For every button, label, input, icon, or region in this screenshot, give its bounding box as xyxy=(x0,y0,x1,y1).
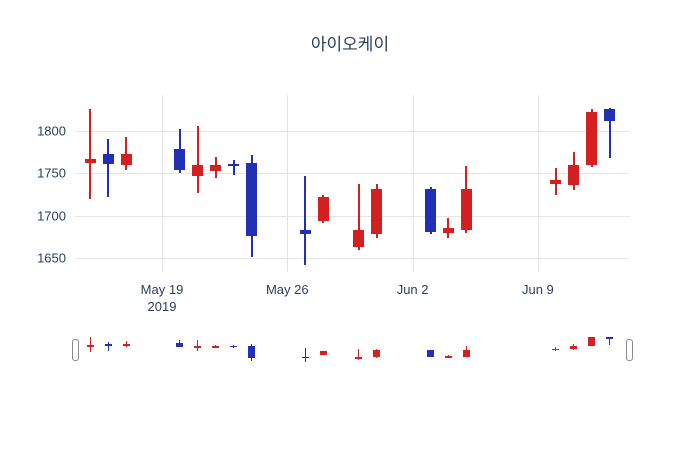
range-slider-candle xyxy=(301,356,309,359)
range-slider-candle-wick xyxy=(107,341,109,352)
range-slider-track[interactable] xyxy=(75,333,630,366)
range-slider-candle xyxy=(588,337,596,347)
x-tick-label: Jun 2 xyxy=(396,282,429,297)
candle xyxy=(228,163,240,167)
candle xyxy=(568,164,580,186)
range-slider-candle xyxy=(355,356,363,360)
range-slider-candle xyxy=(176,343,184,347)
candle xyxy=(246,163,257,237)
range-slider-candle xyxy=(212,346,220,348)
range-slider-candle-wick xyxy=(89,337,91,352)
candle-wick xyxy=(89,109,92,199)
candle xyxy=(317,197,329,221)
y-gridline xyxy=(75,130,630,132)
x-tick-sublabel: 2019 xyxy=(147,299,177,314)
y-tick-label: 1800 xyxy=(37,123,66,139)
candle-wick xyxy=(357,183,360,250)
candle xyxy=(120,153,132,165)
range-slider-candle-wick xyxy=(304,347,306,363)
candle xyxy=(442,227,454,233)
x-tick-label: Jun 9 xyxy=(521,282,554,297)
range-slider-candle xyxy=(373,349,381,358)
range-slider-candle xyxy=(552,348,560,351)
y-gridline xyxy=(75,258,630,260)
range-slider-candle xyxy=(319,351,327,356)
candle xyxy=(192,164,204,176)
y-gridline xyxy=(75,215,630,217)
range-slider-candle xyxy=(86,345,94,347)
range-slider-candle xyxy=(462,350,470,357)
range-slider-candle xyxy=(122,344,130,347)
range-slider-candle-wick xyxy=(197,339,199,351)
range-slider-candle xyxy=(230,345,238,348)
x-tick-label: May 19 2019 xyxy=(140,282,184,314)
range-slider-candle xyxy=(570,346,578,350)
candle-wick xyxy=(304,175,307,266)
range-slider-candle xyxy=(248,345,255,358)
candle-wick xyxy=(196,126,199,193)
range-slider-candle xyxy=(104,344,112,346)
y-tick-label: 1700 xyxy=(37,208,66,224)
range-slider-candle-wick xyxy=(609,336,610,345)
x-gridline xyxy=(287,95,289,272)
range-slider-candle xyxy=(606,337,613,339)
candle-wick xyxy=(232,159,235,175)
candle-wick xyxy=(107,139,110,198)
range-slider-candle xyxy=(194,346,202,348)
x-gridline xyxy=(162,95,163,272)
candle xyxy=(299,230,311,234)
candle xyxy=(353,230,365,248)
range-slider-candle-wick xyxy=(358,349,360,360)
candle xyxy=(550,180,562,185)
candle-wick xyxy=(608,107,611,158)
chart-title: 아이오케이 xyxy=(310,35,390,54)
candle-wick xyxy=(447,217,450,238)
candle xyxy=(84,158,96,164)
candle xyxy=(460,189,472,231)
x-gridline xyxy=(412,95,414,272)
x-tick-label: May 26 xyxy=(265,282,309,297)
range-slider-left-handle[interactable] xyxy=(72,338,79,361)
range-slider-candle-wick xyxy=(125,341,127,347)
candle xyxy=(425,189,436,232)
range-slider-right-handle[interactable] xyxy=(626,338,633,361)
candle xyxy=(586,112,598,165)
range-slider-candle xyxy=(427,350,434,357)
candle xyxy=(102,153,114,164)
candle xyxy=(210,164,222,171)
range-slider-candle xyxy=(444,356,452,358)
y-gridline xyxy=(75,173,630,175)
y-tick-label: 1650 xyxy=(37,250,66,266)
y-tick-label: 1750 xyxy=(37,165,66,181)
candle xyxy=(604,109,615,121)
candle-wick xyxy=(125,136,128,170)
candle xyxy=(174,148,186,170)
x-gridline xyxy=(537,95,539,272)
candle xyxy=(371,188,383,234)
